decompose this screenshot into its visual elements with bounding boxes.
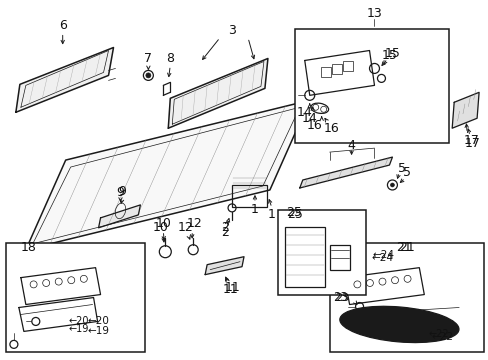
Circle shape [389,183,394,187]
Text: 17: 17 [463,137,479,150]
Text: 2: 2 [221,226,228,239]
Text: 25: 25 [286,208,302,221]
Text: 12: 12 [186,217,202,230]
Text: 5: 5 [403,166,410,179]
Polygon shape [344,268,424,305]
Text: 23: 23 [335,293,349,302]
Text: 21: 21 [396,241,411,254]
Text: 23: 23 [332,291,347,304]
Text: ←19: ←19 [68,324,89,334]
Polygon shape [205,257,244,275]
Text: 16: 16 [306,119,322,132]
Polygon shape [21,268,101,305]
Bar [6,243,145,352]
Polygon shape [99,205,140,228]
Text: 25: 25 [285,206,301,219]
Text: 1: 1 [267,208,275,221]
Bar [232,185,266,207]
Text: 14: 14 [301,112,317,125]
Text: 6: 6 [59,19,66,32]
Text: ←20: ←20 [68,316,89,327]
Bar [331,64,341,75]
Polygon shape [304,50,374,95]
Text: 4: 4 [347,139,355,152]
Polygon shape [26,100,309,250]
Text: 7: 7 [144,52,152,65]
Text: 16: 16 [323,122,339,135]
Text: 13: 13 [366,7,382,20]
Text: 18: 18 [21,241,37,254]
Bar [329,243,483,352]
Text: 1: 1 [250,203,258,216]
Text: 21: 21 [399,241,414,254]
Bar [320,67,330,77]
Text: 11: 11 [224,281,241,294]
Text: 14: 14 [296,106,312,119]
Bar [342,62,352,71]
Text: 8: 8 [166,52,174,65]
Circle shape [145,73,151,78]
Text: 10: 10 [152,221,168,234]
Text: 9: 9 [116,186,124,199]
Text: 12: 12 [177,221,193,234]
Polygon shape [451,92,478,128]
Text: 11: 11 [222,283,238,296]
Text: 5: 5 [398,162,406,175]
Polygon shape [16,48,113,112]
Text: 10: 10 [155,217,171,230]
Text: ←24: ←24 [371,253,393,263]
Text: 2: 2 [221,221,228,234]
Text: ←20: ←20 [87,316,109,327]
Text: 17: 17 [462,134,478,147]
Bar [285,227,324,287]
Polygon shape [19,298,98,332]
Polygon shape [168,58,267,128]
Text: ←22: ←22 [430,332,452,342]
Text: ←22: ←22 [428,329,448,339]
Bar [294,28,448,143]
Text: 15: 15 [381,49,397,62]
Text: ←19: ←19 [87,327,109,336]
Text: 3: 3 [227,24,236,37]
Bar [277,210,365,294]
Text: 15: 15 [384,47,400,60]
Text: 9: 9 [118,185,126,198]
Polygon shape [299,157,392,188]
Bar [329,245,349,270]
Text: ←24: ←24 [372,250,394,260]
Ellipse shape [339,306,458,343]
